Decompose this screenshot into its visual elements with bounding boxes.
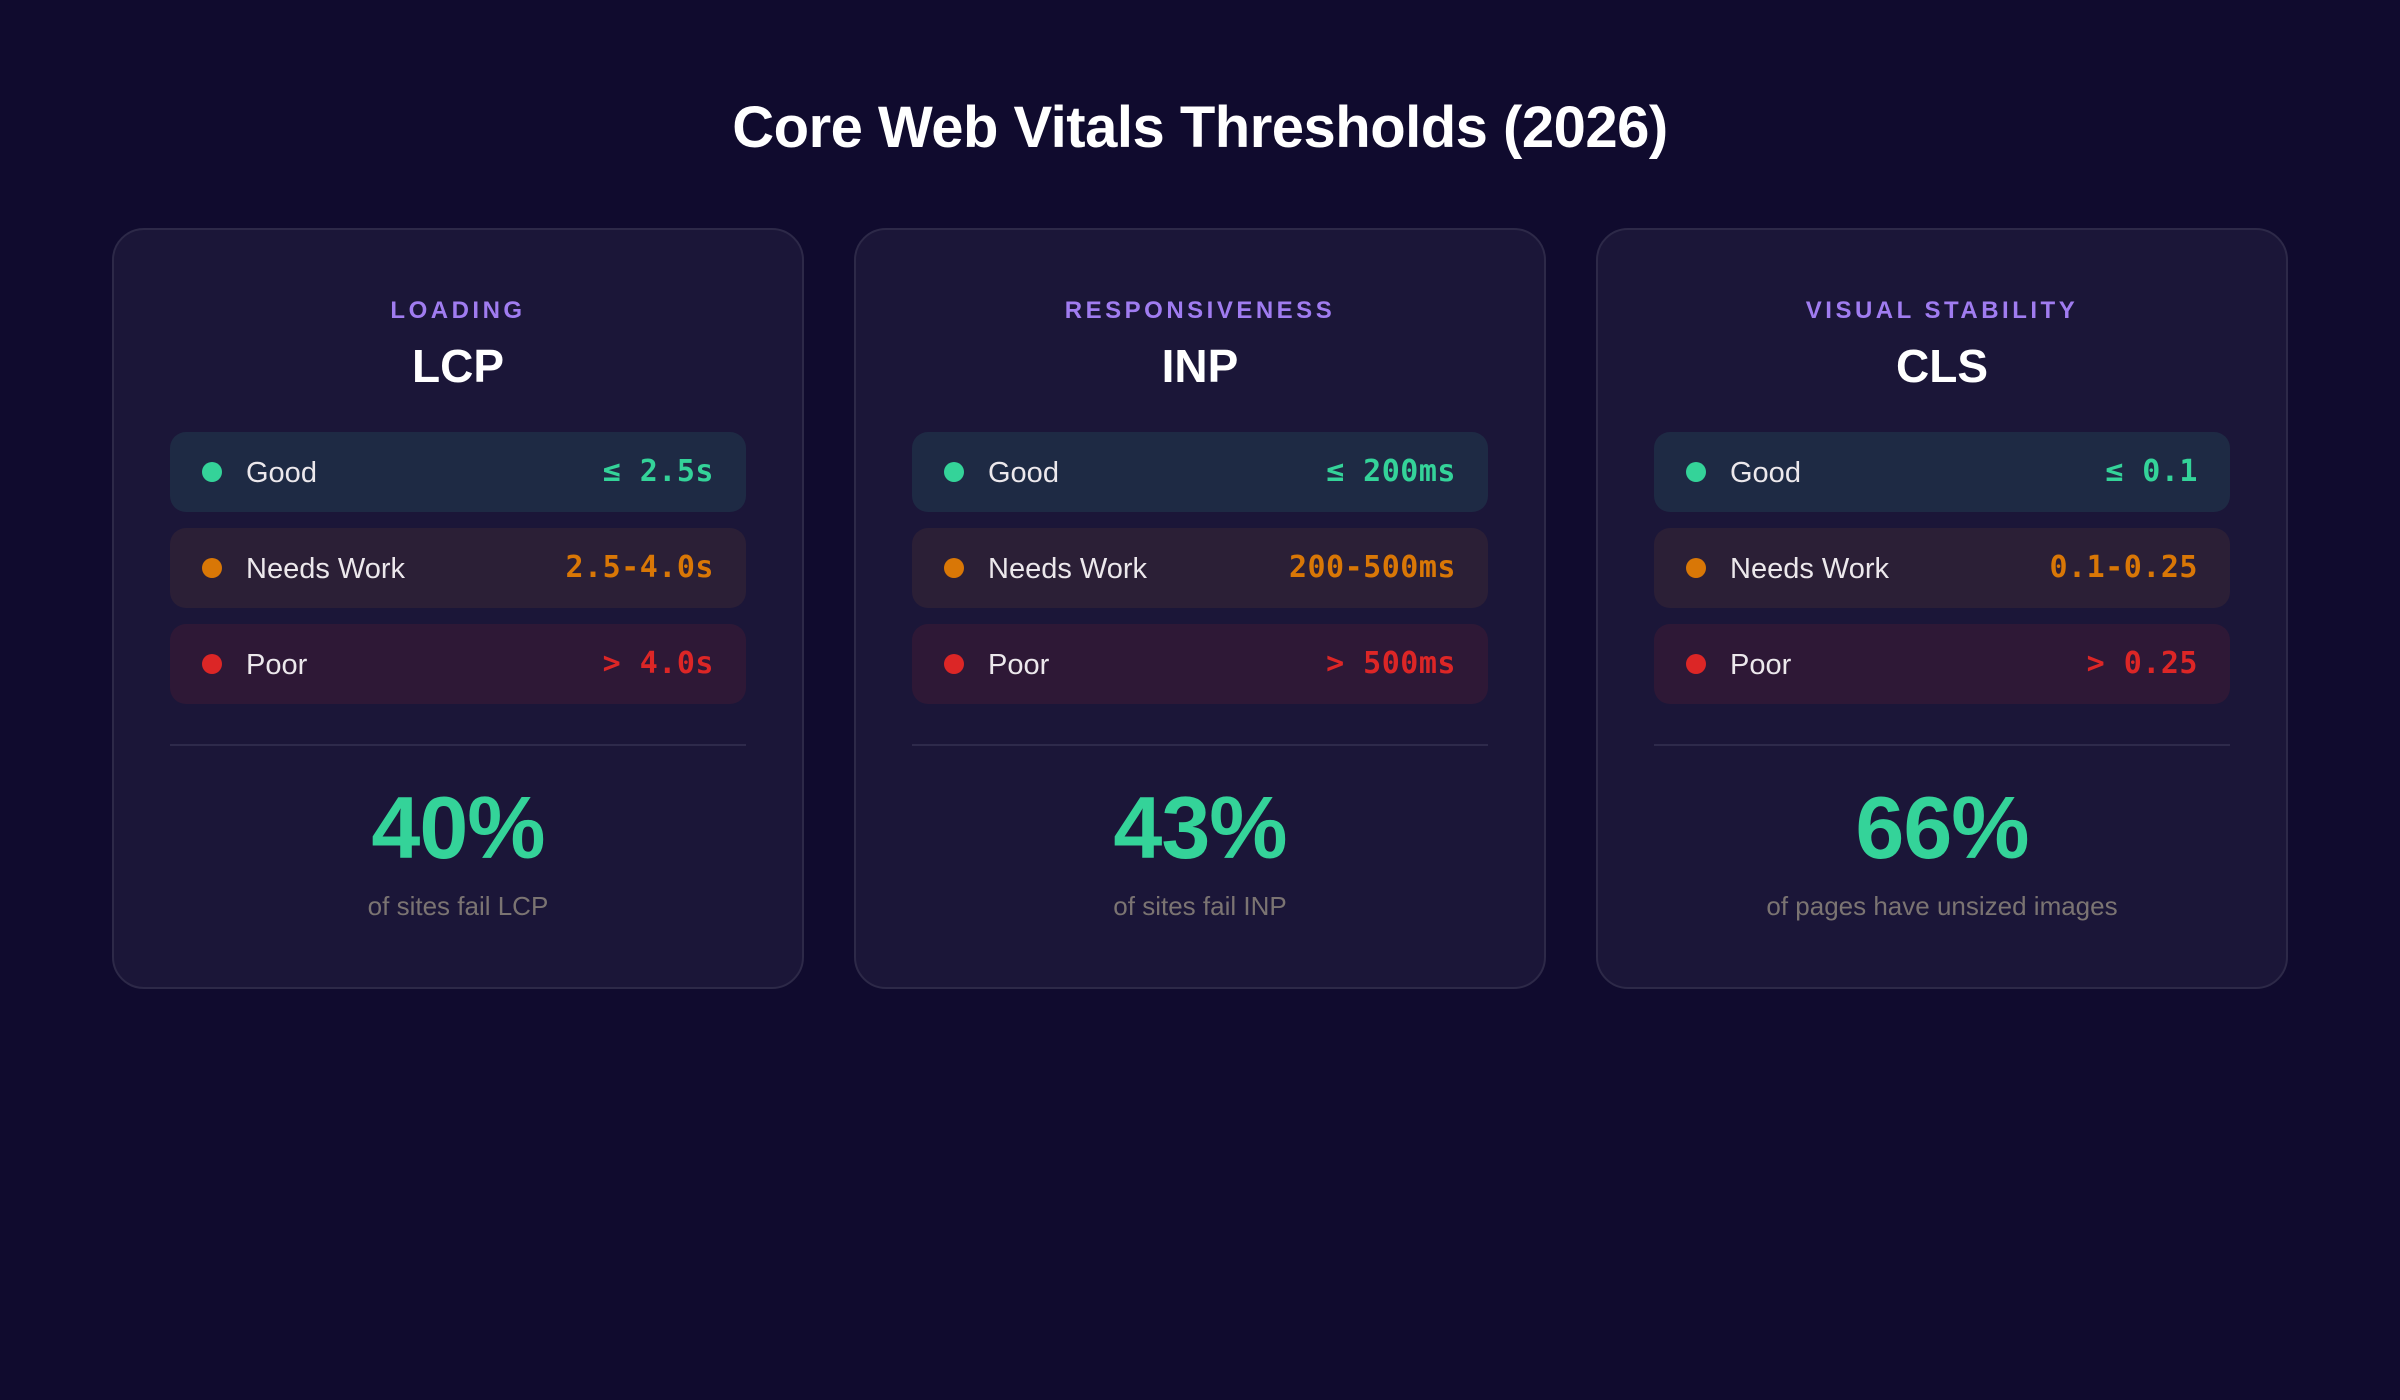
card-metric-name: CLS — [1896, 340, 1988, 392]
threshold-row-needs-work: Needs Work 0.1-0.25 — [1654, 528, 2230, 608]
threshold-label: Poor — [246, 649, 308, 681]
threshold-row-good: Good ≤ 2.5s — [170, 432, 746, 512]
stat-value: 66% — [1855, 778, 2029, 877]
threshold-label: Good — [1730, 457, 1801, 489]
status-dot-red-icon — [202, 654, 222, 674]
threshold-value: ≤ 2.5s — [602, 454, 714, 489]
threshold-row-good: Good ≤ 0.1 — [1654, 432, 2230, 512]
threshold-row-poor: Poor > 4.0s — [170, 624, 746, 704]
stat-value: 43% — [1113, 778, 1287, 877]
stat-caption: of sites fail LCP — [367, 891, 549, 921]
threshold-list: Good ≤ 200ms Needs Work 200-500ms Poor >… — [912, 432, 1488, 704]
stat-caption: of pages have unsized images — [1766, 891, 2118, 921]
metric-card-cls: VISUAL STABILITY CLS Good ≤ 0.1 Needs Wo… — [1596, 228, 2288, 989]
threshold-label: Needs Work — [1730, 553, 1890, 585]
status-dot-green-icon — [944, 462, 964, 482]
card-metric-name: INP — [1161, 340, 1239, 392]
metric-card-lcp: LOADING LCP Good ≤ 2.5s Needs Work 2.5-4… — [112, 228, 804, 989]
metric-card-inp: RESPONSIVENESS INP Good ≤ 200ms Needs Wo… — [854, 228, 1546, 989]
divider — [1654, 744, 2230, 746]
status-dot-green-icon — [202, 462, 222, 482]
threshold-value: ≤ 0.1 — [2105, 454, 2198, 489]
divider — [170, 744, 746, 746]
threshold-row-needs-work: Needs Work 200-500ms — [912, 528, 1488, 608]
threshold-value: 200-500ms — [1288, 550, 1456, 585]
threshold-row-poor: Poor > 0.25 — [1654, 624, 2230, 704]
threshold-label: Good — [988, 457, 1059, 489]
threshold-label: Needs Work — [246, 553, 406, 585]
card-metric-name: LCP — [412, 340, 504, 392]
status-dot-orange-icon — [202, 558, 222, 578]
threshold-value: ≤ 200ms — [1326, 454, 1456, 489]
threshold-list: Good ≤ 0.1 Needs Work 0.1-0.25 Poor > 0.… — [1654, 432, 2230, 704]
card-category: LOADING — [390, 297, 526, 324]
card-category: VISUAL STABILITY — [1805, 297, 2079, 324]
threshold-value: 0.1-0.25 — [2049, 550, 2198, 585]
divider — [912, 744, 1488, 746]
status-dot-red-icon — [944, 654, 964, 674]
threshold-row-poor: Poor > 500ms — [912, 624, 1488, 704]
threshold-value: > 0.25 — [2086, 646, 2198, 681]
threshold-row-good: Good ≤ 200ms — [912, 432, 1488, 512]
threshold-list: Good ≤ 2.5s Needs Work 2.5-4.0s Poor > 4… — [170, 432, 746, 704]
threshold-value: > 4.0s — [602, 646, 714, 681]
status-dot-green-icon — [1686, 462, 1706, 482]
threshold-label: Needs Work — [988, 553, 1148, 585]
status-dot-orange-icon — [1686, 558, 1706, 578]
stat-caption: of sites fail INP — [1113, 891, 1287, 921]
threshold-value: > 500ms — [1326, 646, 1456, 681]
card-category: RESPONSIVENESS — [1064, 297, 1336, 324]
threshold-label: Poor — [988, 649, 1050, 681]
metric-cards: LOADING LCP Good ≤ 2.5s Needs Work 2.5-4… — [112, 228, 2288, 989]
threshold-label: Good — [246, 457, 317, 489]
page-title: Core Web Vitals Thresholds (2026) — [732, 95, 1668, 160]
threshold-row-needs-work: Needs Work 2.5-4.0s — [170, 528, 746, 608]
threshold-label: Poor — [1730, 649, 1792, 681]
stat-value: 40% — [371, 778, 545, 877]
threshold-value: 2.5-4.0s — [565, 550, 714, 585]
status-dot-orange-icon — [944, 558, 964, 578]
status-dot-red-icon — [1686, 654, 1706, 674]
